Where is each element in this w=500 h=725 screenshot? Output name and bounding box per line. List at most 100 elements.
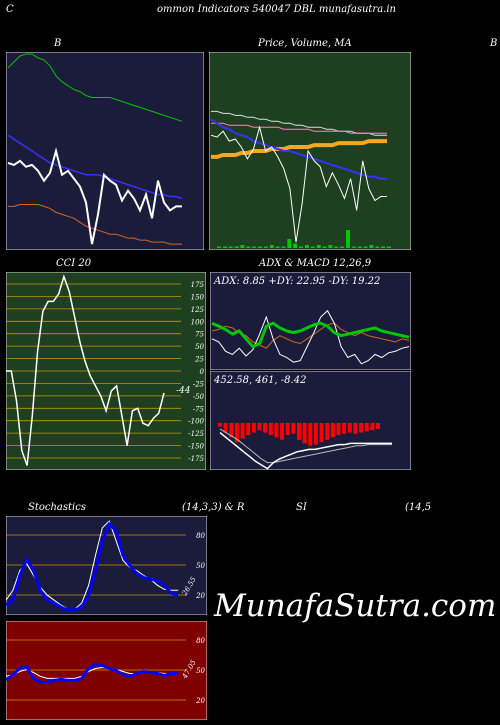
adx-plus-dy	[211, 309, 410, 365]
macd-bar	[302, 423, 307, 444]
volume-bar	[252, 246, 257, 248]
macd-bar	[246, 423, 251, 435]
header-letter: C	[6, 4, 14, 15]
stoch-title: Stochastics	[28, 502, 86, 513]
macd-bar	[291, 423, 296, 434]
price-plot-bg	[209, 52, 411, 250]
bb-chart	[6, 52, 204, 250]
volume-bar	[369, 245, 374, 248]
volume-bar	[304, 245, 309, 248]
macd-histogram	[218, 423, 380, 446]
macd-bar	[240, 423, 245, 439]
rsi-tick-label: 20	[195, 697, 205, 705]
rsi-tick-label: 50	[196, 667, 205, 675]
stoch-tick-label: 50	[196, 562, 205, 570]
volume-bar	[346, 230, 350, 248]
cci-grid: 175 150 125 100 75 50 25 0 -25 -50 -75 -100 -125 -150…	[6, 281, 205, 463]
cci-tick-label: -25	[193, 380, 205, 388]
volume-bar	[293, 243, 298, 248]
volume-bar	[263, 246, 268, 248]
macd-bar	[308, 423, 313, 446]
volume-bar	[234, 246, 239, 248]
cci-title: CCI 20	[56, 258, 92, 269]
macd-bar	[364, 423, 369, 432]
cci-last-value: -44	[176, 386, 191, 396]
volume-bar	[281, 246, 286, 248]
macd-bar	[297, 423, 301, 440]
adx-chart: ADX: 8.85 +DY: 22.95 -DY: 19.22	[210, 272, 411, 370]
rsi-plot-bg	[6, 621, 207, 720]
adx-line	[211, 321, 410, 349]
volume-bar	[275, 246, 280, 248]
macd-bar	[257, 423, 262, 431]
volume-bar	[228, 246, 233, 248]
cci-tick-label: 175	[191, 281, 205, 289]
macd-bar	[347, 423, 352, 433]
bb-price-line	[7, 147, 182, 245]
cci-tick-label: 125	[191, 306, 205, 314]
rsi-params: (14,5	[405, 502, 432, 513]
cci-tick-label: -75	[193, 405, 205, 413]
rsi-grid: 80 50 20	[6, 637, 206, 705]
volume-bar	[381, 246, 386, 248]
macd-bar	[223, 423, 228, 433]
volume-bar	[217, 246, 221, 248]
cci-chart: 175 150 125 100 75 50 25 0 -25 -50 -75 -100 -125 -150…	[6, 272, 206, 470]
cci-tick-label: 100	[191, 318, 205, 326]
volume-bar	[334, 246, 339, 248]
adx-minus-dy	[211, 322, 410, 349]
macd-bar	[229, 423, 234, 438]
cci-tick-label: -50	[193, 393, 205, 401]
volume-bar	[340, 246, 345, 248]
cci-tick-label: 75	[195, 331, 204, 339]
macd-bar	[342, 423, 347, 434]
price-ma-blue	[210, 118, 387, 180]
macd-values-label: 452.58, 461, -8.42	[213, 375, 306, 386]
bb-plot-bg	[6, 52, 204, 250]
stoch-tick-label: 20	[195, 592, 205, 600]
macd-bar	[353, 423, 358, 434]
macd-bar	[263, 423, 268, 433]
price-ma-pink	[211, 122, 387, 134]
bb-title: B	[54, 38, 62, 49]
cci-tick-label: -150	[188, 443, 204, 451]
volume-bar	[222, 246, 227, 248]
volume-bar	[240, 245, 245, 248]
macd-bar	[359, 423, 364, 433]
cci-line	[6, 274, 165, 466]
stoch-tick-label: 80	[196, 532, 205, 540]
rsi-title: SI	[296, 502, 307, 513]
right-edge-letter: B	[490, 38, 498, 49]
price-chart	[209, 52, 411, 250]
stoch-params: (14,3,3) & R	[182, 502, 245, 513]
volume-bar	[299, 246, 304, 248]
macd-bar	[280, 423, 285, 440]
macd-signal-line	[219, 428, 392, 464]
volume-bar	[258, 246, 262, 248]
macd-bar	[325, 423, 330, 440]
macd-bar	[313, 423, 318, 445]
cci-tick-label: 0	[200, 368, 205, 376]
macd-bar	[370, 423, 375, 431]
cci-tick-label: 25	[194, 356, 204, 364]
rsi-line	[6, 663, 178, 684]
cci-tick-label: -100	[188, 418, 204, 426]
volume-bar	[269, 245, 274, 248]
watermark: MunafaSutra.com	[214, 588, 497, 624]
volume-bar	[375, 246, 380, 248]
macd-bar	[336, 423, 341, 435]
volume-bar	[363, 246, 368, 248]
macd-bar	[319, 423, 324, 443]
stoch-k-line	[6, 521, 179, 612]
volume-bar	[246, 246, 251, 248]
volume-bar	[357, 246, 362, 248]
adx-values-label: ADX: 8.85 +DY: 22.95 -DY: 19.22	[213, 276, 380, 287]
price-ma-orange	[211, 139, 387, 159]
volume-bar	[310, 246, 315, 248]
volume-bar	[322, 246, 327, 248]
bb-middle-band	[7, 134, 183, 200]
macd-bar	[251, 423, 256, 433]
volume-bar	[351, 246, 356, 248]
